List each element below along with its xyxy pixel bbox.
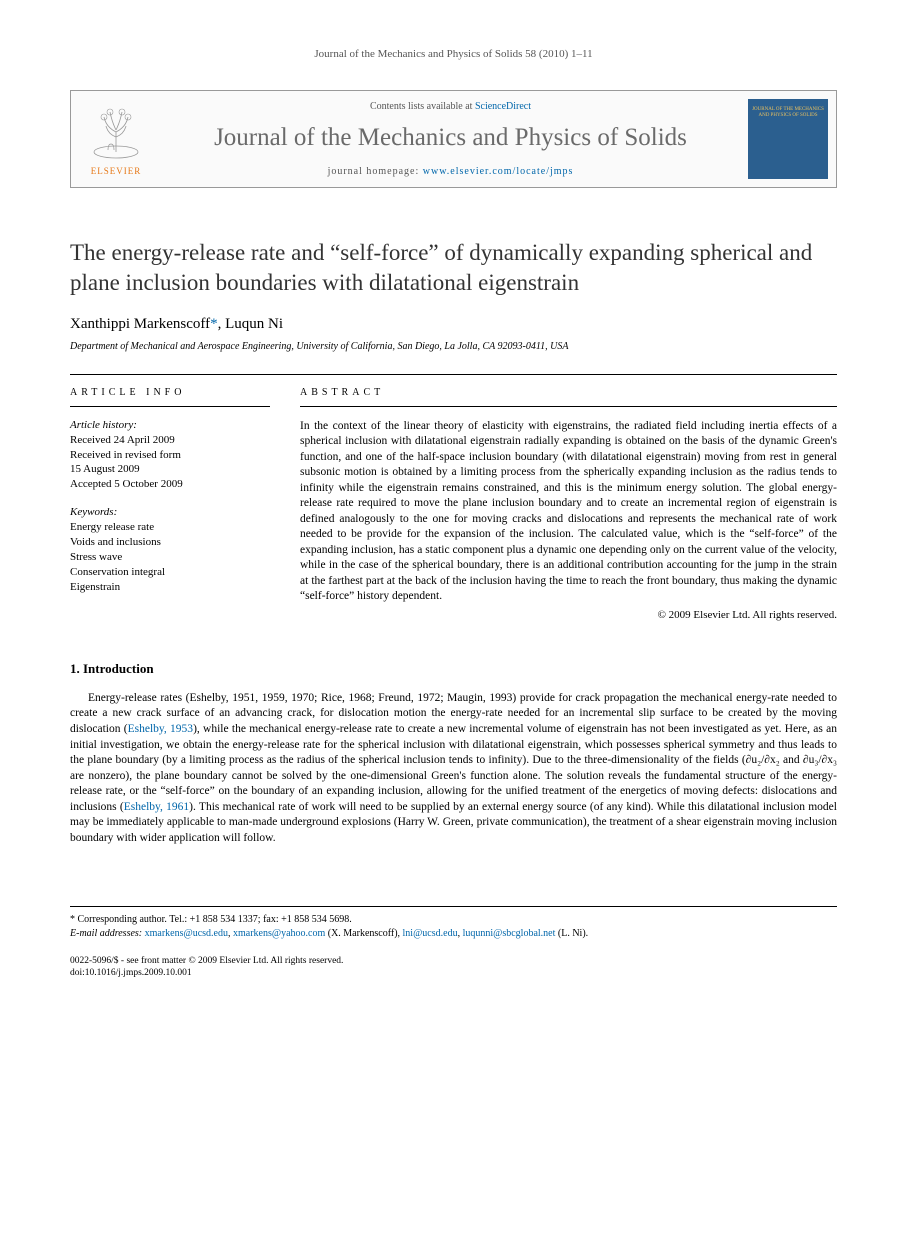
affiliation: Department of Mechanical and Aerospace E…: [70, 341, 837, 352]
article-page: Journal of the Mechanics and Physics of …: [0, 0, 907, 1020]
email-1[interactable]: xmarkens@ucsd.edu: [145, 928, 228, 939]
email-2[interactable]: xmarkens@yahoo.com: [233, 928, 325, 939]
issn-line: 0022-5096/$ - see front matter © 2009 El…: [70, 955, 837, 967]
abstract-copyright: © 2009 Elsevier Ltd. All rights reserved…: [300, 609, 837, 621]
citation-eshelby-1953[interactable]: Eshelby, 1953: [128, 723, 193, 735]
corresponding-author-note: * Corresponding author. Tel.: +1 858 534…: [70, 913, 837, 927]
journal-cover-thumbnail: JOURNAL OF THE MECHANICS AND PHYSICS OF …: [748, 99, 828, 179]
intro-text-2: ), while the mechanical energy-release r…: [70, 723, 837, 813]
keywords-text: Energy release rate Voids and inclusions…: [70, 520, 270, 594]
section-1-heading: 1. Introduction: [70, 661, 837, 677]
citation-eshelby-1961[interactable]: Eshelby, 1961: [124, 801, 189, 813]
email-label: E-mail addresses:: [70, 928, 142, 939]
author-separator: ,: [218, 316, 226, 332]
publisher-logo-block: ELSEVIER: [71, 91, 161, 187]
article-info-heading: ARTICLE INFO: [70, 375, 270, 407]
masthead-center: Contents lists available at ScienceDirec…: [161, 91, 740, 187]
sciencedirect-link[interactable]: ScienceDirect: [475, 101, 531, 112]
homepage-line: journal homepage: www.elsevier.com/locat…: [328, 166, 574, 177]
running-head: Journal of the Mechanics and Physics of …: [70, 48, 837, 60]
email-author-2: (L. Ni).: [555, 928, 588, 939]
email-4[interactable]: luqunni@sbcglobal.net: [463, 928, 556, 939]
info-abstract-row: ARTICLE INFO Article history: Received 2…: [70, 374, 837, 621]
author-2: Luqun Ni: [225, 316, 283, 332]
abstract-text: In the context of the linear theory of e…: [300, 419, 837, 605]
publisher-name: ELSEVIER: [91, 166, 142, 176]
article-info-column: ARTICLE INFO Article history: Received 2…: [70, 375, 270, 621]
contents-prefix: Contents lists available at: [370, 101, 475, 112]
intro-paragraph: Energy-release rates (Eshelby, 1951, 195…: [70, 691, 837, 846]
cover-title-text: JOURNAL OF THE MECHANICS AND PHYSICS OF …: [748, 107, 828, 119]
homepage-prefix: journal homepage:: [328, 166, 423, 177]
email-3[interactable]: lni@ucsd.edu: [403, 928, 458, 939]
contents-available-line: Contents lists available at ScienceDirec…: [370, 101, 531, 112]
footer-meta: 0022-5096/$ - see front matter © 2009 El…: [70, 955, 837, 980]
page-footer: * Corresponding author. Tel.: +1 858 534…: [70, 906, 837, 980]
email-author-1: (X. Markenscoff),: [325, 928, 402, 939]
author-list: Xanthippi Markenscoff*, Luqun Ni: [70, 316, 837, 333]
elsevier-tree-icon: [86, 102, 146, 162]
journal-homepage-link[interactable]: www.elsevier.com/locate/jmps: [423, 166, 574, 177]
abstract-heading: ABSTRACT: [300, 375, 837, 407]
history-label: Article history:: [70, 419, 270, 431]
email-line: E-mail addresses: xmarkens@ucsd.edu, xma…: [70, 927, 837, 941]
history-text: Received 24 April 2009 Received in revis…: [70, 433, 270, 492]
corresponding-author-mark[interactable]: *: [210, 316, 218, 332]
journal-name: Journal of the Mechanics and Physics of …: [214, 124, 687, 152]
journal-masthead: ELSEVIER Contents lists available at Sci…: [70, 90, 837, 188]
doi-line: doi:10.1016/j.jmps.2009.10.001: [70, 967, 837, 979]
article-title: The energy-release rate and “self-force”…: [70, 238, 837, 298]
abstract-column: ABSTRACT In the context of the linear th…: [300, 375, 837, 621]
keywords-label: Keywords:: [70, 506, 270, 518]
author-1: Xanthippi Markenscoff: [70, 316, 210, 332]
